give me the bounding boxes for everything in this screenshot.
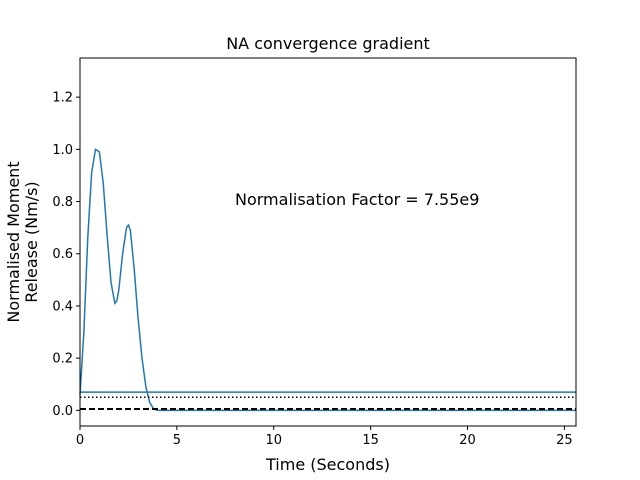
axes-frame	[79, 57, 577, 427]
y-tick-label: 0.8	[52, 195, 73, 210]
y-axis-label-line-2: Release (Nm/s)	[22, 181, 41, 302]
plot-area	[79, 148, 576, 412]
x-tick-label: 5	[173, 433, 181, 448]
x-tick-label: 25	[556, 433, 573, 448]
y-axis-label: Normalised Moment Release (Nm/s)	[4, 161, 41, 322]
y-tick-label: 0.0	[52, 404, 73, 419]
x-tick-label: 20	[459, 433, 476, 448]
y-axis: 0.0 0.2 0.4 0.6 0.8 1.0 1.2	[52, 91, 80, 419]
y-tick-label: 0.2	[52, 352, 73, 367]
x-tick-label: 0	[76, 433, 84, 448]
y-tick-label: 1.0	[52, 143, 73, 158]
y-tick-label: 1.2	[52, 91, 73, 106]
moment-release-curve	[79, 148, 576, 412]
x-axis-label: Time (Seconds)	[265, 455, 390, 474]
normalisation-factor-annotation: Normalisation Factor = 7.55e9	[235, 190, 479, 209]
x-tick-label: 10	[265, 433, 282, 448]
x-axis: 0 5 10 15 20 25	[76, 426, 573, 448]
chart-title: NA convergence gradient	[226, 34, 430, 53]
y-tick-label: 0.6	[52, 247, 73, 262]
x-tick-label: 15	[362, 433, 379, 448]
y-tick-label: 0.4	[52, 299, 73, 314]
y-axis-label-line-1: Normalised Moment	[4, 161, 23, 322]
